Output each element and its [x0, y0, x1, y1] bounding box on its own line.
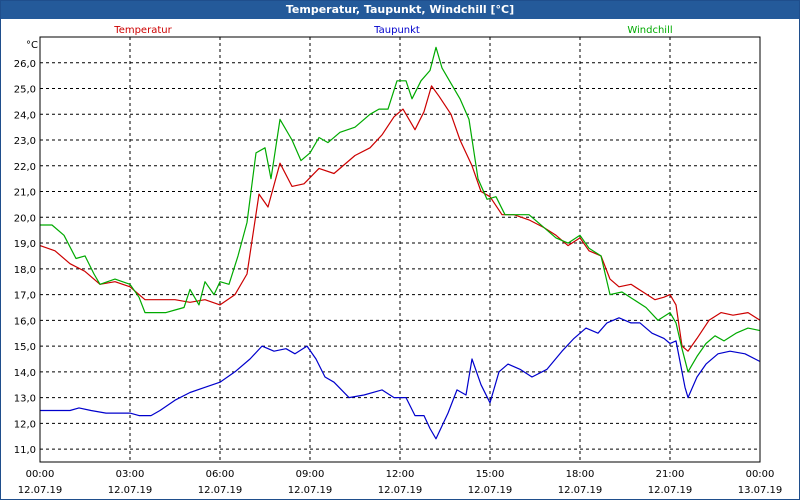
plot-area-border: [39, 36, 761, 463]
y-axis-unit-label: °C: [26, 40, 38, 51]
y-tick-label: 26,0: [14, 59, 36, 70]
x-tick-labels: 00:00 12.07.19 03:00 12.07.19 06:00 12.07.19 0…: [18, 469, 783, 496]
x-tick-date-label: 12.07.19: [18, 485, 63, 496]
x-tick-time-label: 03:00: [116, 469, 145, 480]
x-tick-time-label: 15:00: [476, 469, 505, 480]
y-tick-label: 23,0: [14, 136, 36, 147]
y-tick-label: 15,0: [14, 342, 36, 353]
series-line-taupunkt: [40, 317, 761, 440]
y-tick-label: 17,0: [14, 291, 36, 302]
y-tick-label: 20,0: [14, 213, 36, 224]
y-tick-label: 18,0: [14, 265, 36, 276]
x-tick-date-label: 12.07.19: [468, 485, 513, 496]
y-tick-label: 12,0: [14, 419, 36, 430]
legend-temperatur: Temperatur: [113, 25, 172, 36]
y-tick-label: 25,0: [14, 85, 36, 96]
x-tick-date-label: 12.07.19: [558, 485, 603, 496]
gridlines: [40, 37, 760, 462]
x-tick-time-label: 12:00: [386, 469, 415, 480]
series-line-windchill: [40, 46, 761, 373]
x-tick-time-label: 06:00: [206, 469, 235, 480]
y-tick-label: 21,0: [14, 188, 36, 199]
y-tick-labels: 11,0 12,0 13,0 14,0 15,0 16,0 17,0 18,0 19,0 20,0…: [14, 59, 36, 456]
x-tick-date-label: 12.07.19: [648, 485, 693, 496]
legend-windchill: Windchill: [627, 25, 672, 36]
x-tick-date-label: 12.07.19: [288, 485, 333, 496]
y-tick-label: 14,0: [14, 368, 36, 379]
x-tick-date-label: 13.07.19: [738, 485, 783, 496]
series-lines: [39, 46, 761, 440]
y-tick-label: 19,0: [14, 239, 36, 250]
x-tick-time-label: 21:00: [656, 469, 685, 480]
x-tick-time-label: 09:00: [296, 469, 325, 480]
x-tick-time-label: 00:00: [26, 469, 55, 480]
x-tick-time-label: 00:00: [746, 469, 775, 480]
y-tick-label: 16,0: [14, 316, 36, 327]
series-line-temperatur: [39, 85, 761, 352]
legend-taupunkt: Taupunkt: [373, 25, 420, 36]
x-tick-date-label: 12.07.19: [198, 485, 243, 496]
y-tick-label: 22,0: [14, 162, 36, 173]
y-tick-label: 13,0: [14, 394, 36, 405]
x-tick-date-label: 12.07.19: [378, 485, 423, 496]
x-tick-time-label: 18:00: [566, 469, 595, 480]
x-tick-date-label: 12.07.19: [108, 485, 153, 496]
y-tick-label: 24,0: [14, 110, 36, 121]
legend: Temperatur Taupunkt Windchill: [113, 25, 672, 36]
y-tick-label: 11,0: [14, 445, 36, 456]
chart-title: Temperatur, Taupunkt, Windchill [°C]: [1, 1, 799, 19]
